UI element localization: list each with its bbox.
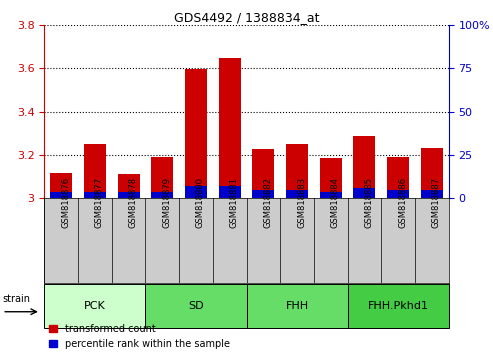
Bar (185, 69, 207, 198)
Title: GDS4492 / 1388834_at: GDS4492 / 1388834_at (174, 11, 319, 24)
Text: GSM818877: GSM818877 (95, 177, 104, 228)
Bar (387, 157, 409, 198)
Bar (84, 192, 106, 198)
Legend: transformed count, percentile rank within the sample: transformed count, percentile rank withi… (49, 324, 230, 349)
Bar (421, 190, 443, 198)
Text: SD: SD (188, 301, 204, 311)
Text: GSM818882: GSM818882 (263, 177, 272, 228)
Text: GSM818883: GSM818883 (297, 177, 306, 228)
Bar (286, 190, 308, 198)
Text: GSM818881: GSM818881 (230, 177, 239, 228)
Bar (118, 192, 140, 198)
Text: GSM818876: GSM818876 (61, 177, 70, 228)
Text: GSM818885: GSM818885 (364, 177, 373, 228)
Text: GSM818879: GSM818879 (162, 177, 171, 228)
Bar (353, 188, 375, 198)
Text: PCK: PCK (84, 301, 106, 311)
Bar (252, 190, 274, 198)
FancyBboxPatch shape (44, 284, 145, 328)
Bar (151, 157, 173, 198)
Text: GSM818886: GSM818886 (398, 177, 407, 228)
Bar (353, 136, 375, 198)
Bar (252, 149, 274, 198)
Bar (50, 173, 72, 198)
Bar (320, 192, 342, 198)
Bar (84, 144, 106, 198)
Bar (185, 186, 207, 198)
FancyBboxPatch shape (246, 284, 348, 328)
Text: GSM818878: GSM818878 (129, 177, 138, 228)
Bar (50, 192, 72, 198)
Bar (421, 148, 443, 198)
Bar (219, 58, 241, 198)
Text: GSM818884: GSM818884 (331, 177, 340, 228)
Bar (118, 175, 140, 198)
Bar (151, 192, 173, 198)
Text: FHH.Pkhd1: FHH.Pkhd1 (368, 301, 428, 311)
Bar (286, 144, 308, 198)
FancyBboxPatch shape (145, 284, 246, 328)
Text: FHH: FHH (285, 301, 309, 311)
Bar (320, 158, 342, 198)
Text: strain: strain (2, 294, 30, 304)
Bar (387, 190, 409, 198)
FancyBboxPatch shape (348, 284, 449, 328)
Text: GSM818880: GSM818880 (196, 177, 205, 228)
Bar (219, 186, 241, 198)
Text: GSM818887: GSM818887 (432, 177, 441, 228)
